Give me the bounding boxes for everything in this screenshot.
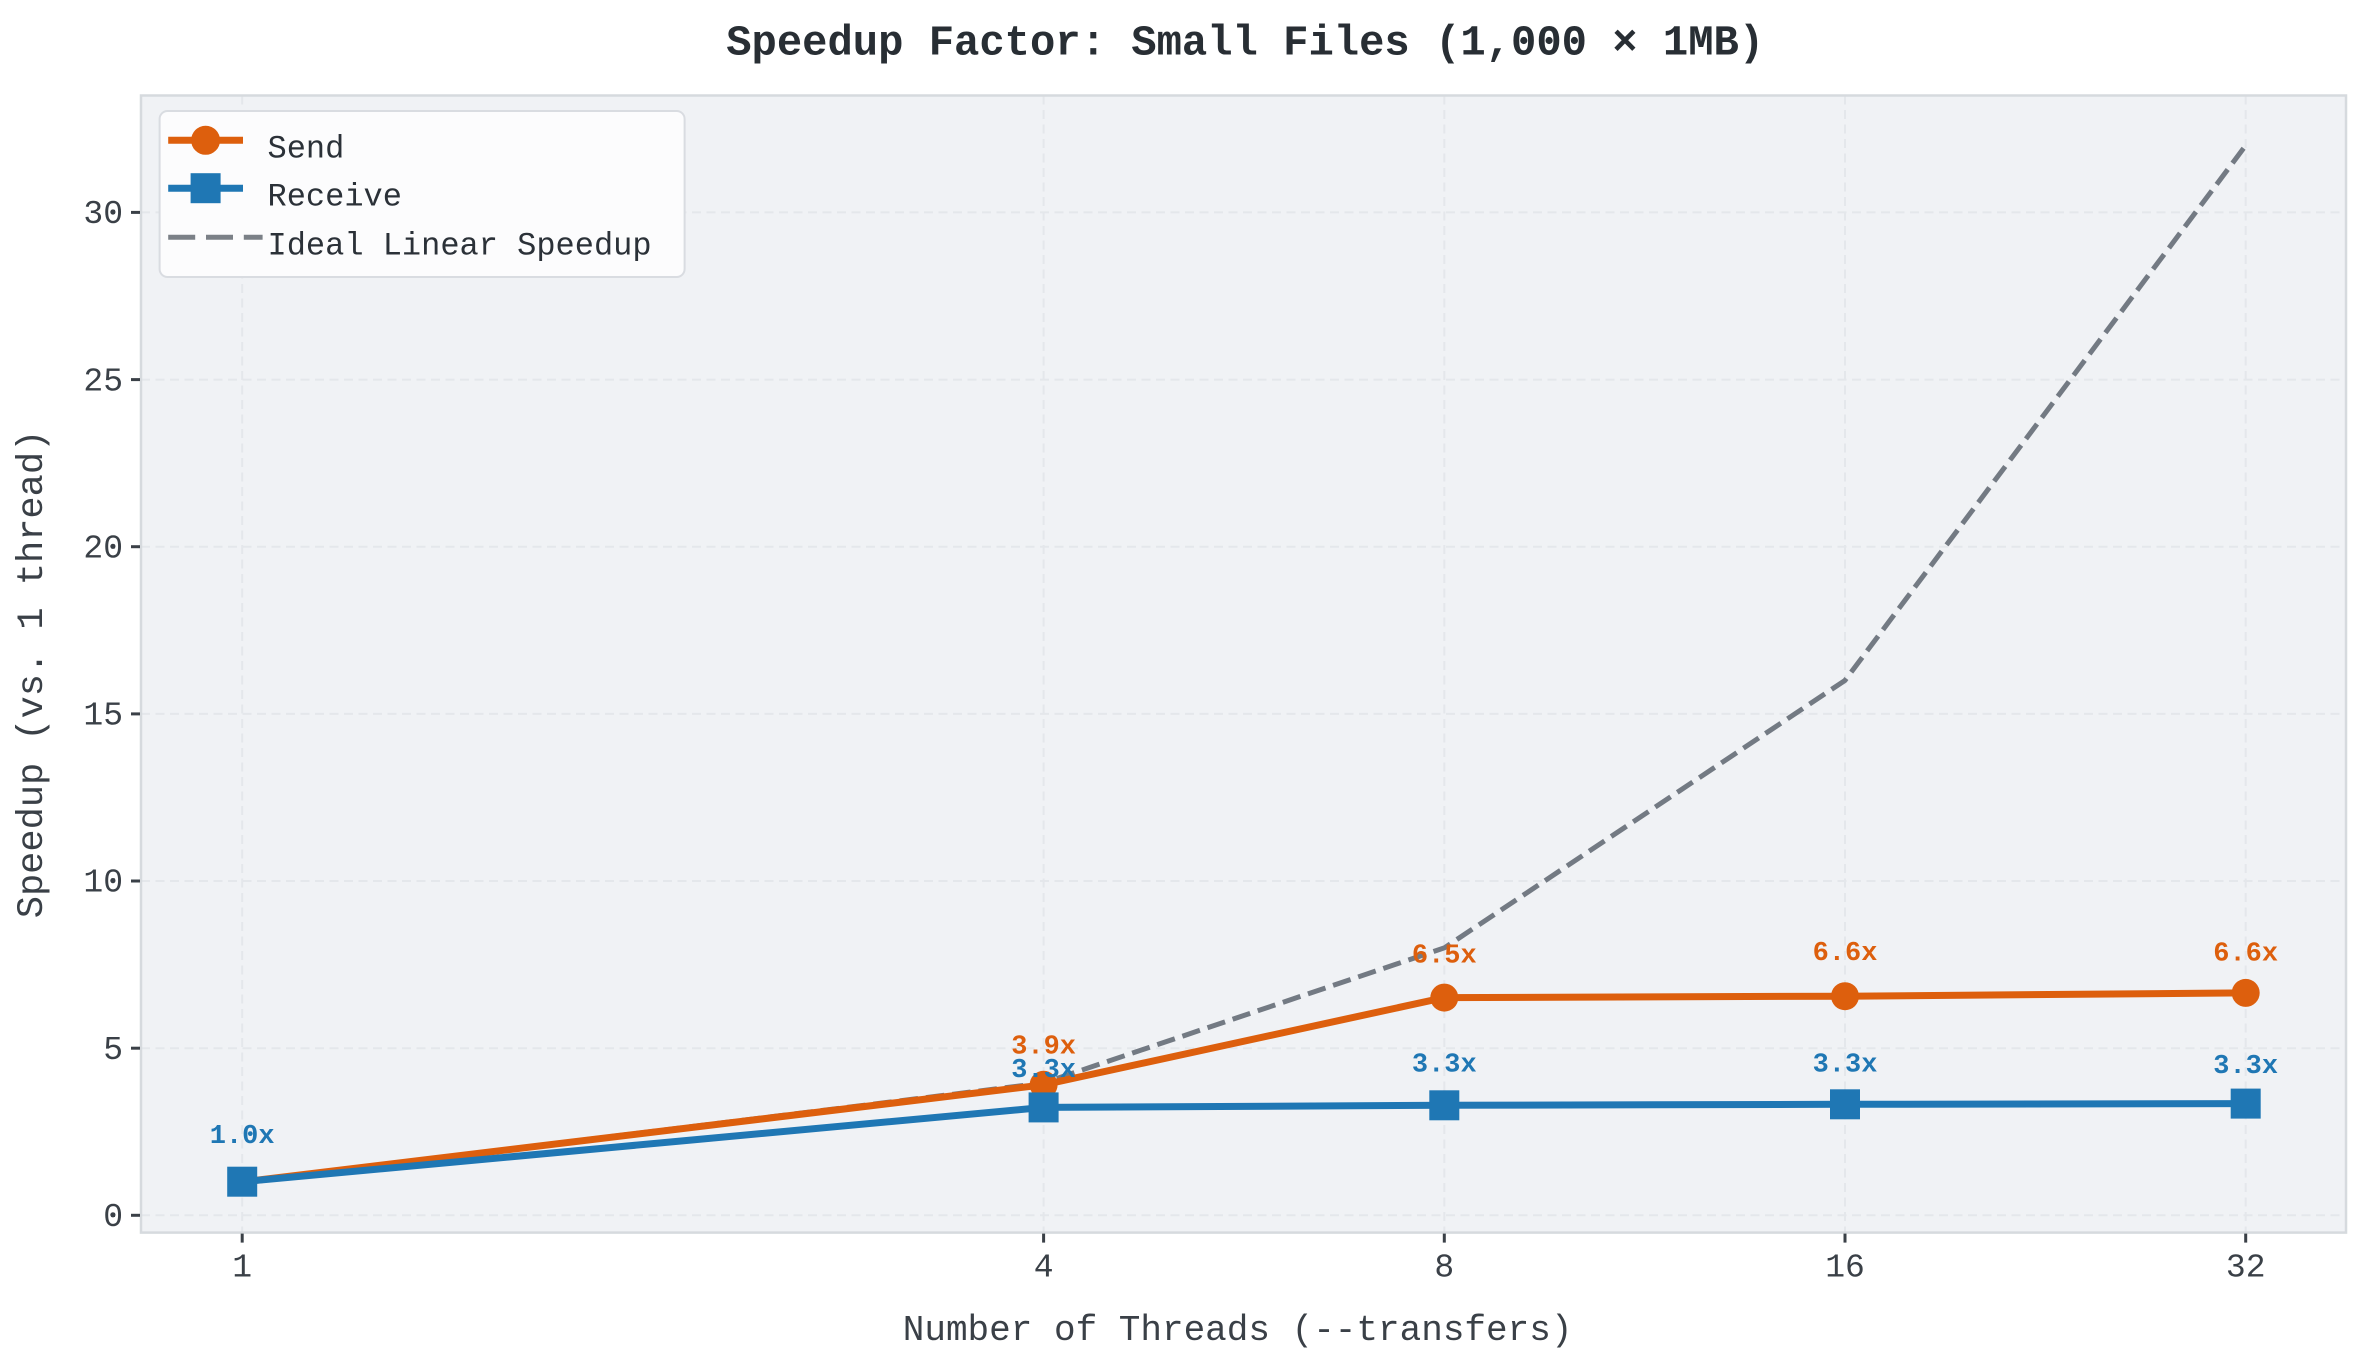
svg-text:3.3x: 3.3x <box>2213 1052 2278 1082</box>
svg-text:20: 20 <box>83 530 123 567</box>
svg-text:Send: Send <box>268 131 345 168</box>
svg-text:3.9x: 3.9x <box>1011 1033 1076 1063</box>
svg-text:6.6x: 6.6x <box>1813 939 1878 969</box>
svg-text:5: 5 <box>103 1032 123 1069</box>
svg-text:1: 1 <box>232 1250 252 1287</box>
svg-text:Receive: Receive <box>268 178 402 215</box>
svg-text:3.3x: 3.3x <box>1011 1056 1076 1086</box>
svg-text:4: 4 <box>1034 1250 1054 1287</box>
svg-text:10: 10 <box>83 865 123 902</box>
svg-text:Speedup Factor: Small Files (1: Speedup Factor: Small Files (1,000 × 1MB… <box>726 20 1764 68</box>
svg-text:Number of Threads (--transfers: Number of Threads (--transfers) <box>903 1310 1573 1351</box>
svg-text:6.6x: 6.6x <box>2213 940 2278 970</box>
svg-text:25: 25 <box>83 363 123 400</box>
svg-text:Speedup (vs. 1 thread): Speedup (vs. 1 thread) <box>12 430 54 918</box>
svg-text:32: 32 <box>2226 1250 2266 1287</box>
svg-text:1.0x: 1.0x <box>210 1122 275 1152</box>
svg-text:8: 8 <box>1434 1250 1454 1287</box>
svg-text:3.3x: 3.3x <box>1813 1051 1878 1081</box>
svg-text:6.5x: 6.5x <box>1412 941 1477 971</box>
svg-text:0: 0 <box>103 1199 123 1236</box>
svg-text:Ideal Linear Speedup: Ideal Linear Speedup <box>268 227 652 264</box>
svg-text:16: 16 <box>1825 1250 1865 1287</box>
svg-text:15: 15 <box>83 698 123 735</box>
svg-text:3.3x: 3.3x <box>1412 1051 1477 1081</box>
svg-text:30: 30 <box>83 196 123 233</box>
